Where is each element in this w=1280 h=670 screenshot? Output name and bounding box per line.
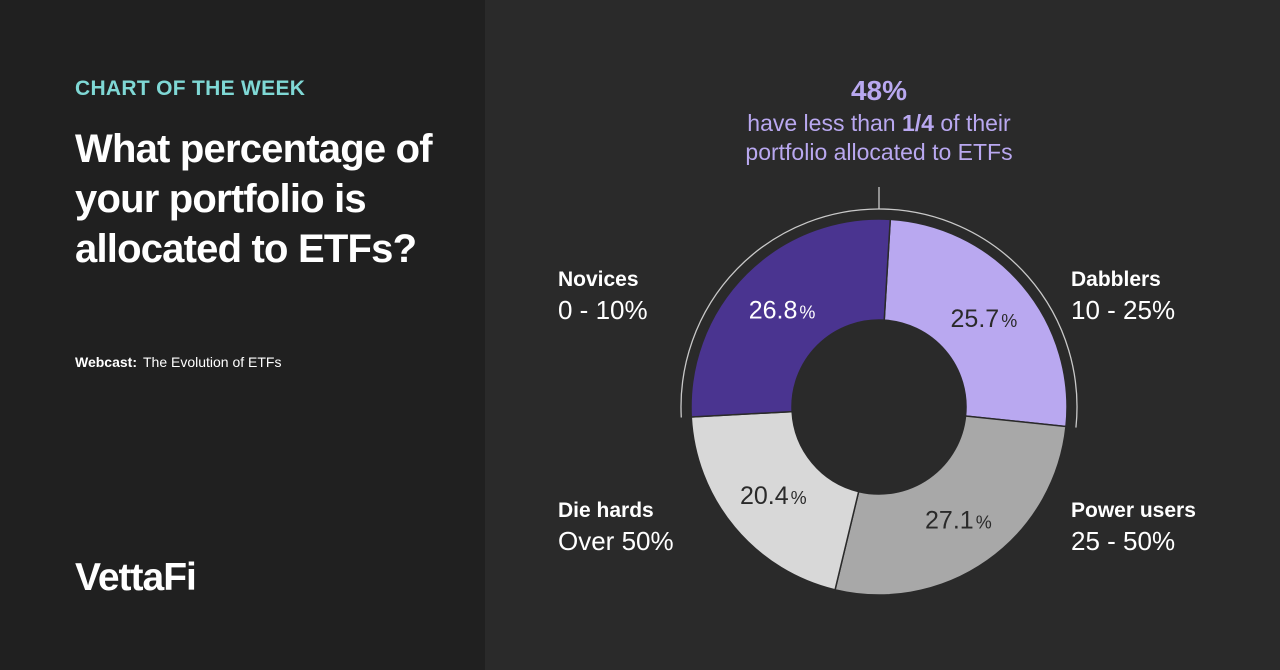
callout-percent: 48% [851, 75, 907, 106]
category-name-die-hards: Die hards [558, 499, 654, 522]
category-range-power-users: 25 - 50% [1071, 526, 1175, 556]
slice-die-hards [690, 410, 860, 591]
value-label-dabblers: 25.7% [951, 305, 1018, 333]
page-title: What percentage of your portfolio is all… [75, 127, 433, 271]
category-name-novices: Novices [558, 268, 639, 291]
value-number: 25.7 [951, 305, 1000, 333]
left-panel: CHART OF THE WEEK What percentage of you… [0, 0, 485, 670]
value-number: 27.1 [925, 506, 974, 534]
value-percent-sign: % [791, 488, 807, 508]
category-name-power-users: Power users [1071, 499, 1196, 522]
value-label-power-users: 27.1% [925, 506, 992, 534]
category-range-die-hards: Over 50% [558, 526, 674, 556]
slice-dabblers [883, 218, 1068, 428]
slice-novices [690, 218, 892, 418]
callout-line-1-bold: 1/4 [902, 110, 934, 136]
value-percent-sign: % [799, 302, 815, 322]
slice-power-users [834, 415, 1067, 596]
webcast-label: Webcast: [75, 354, 137, 370]
value-number: 26.8 [749, 296, 798, 324]
value-percent-sign: % [1001, 311, 1017, 331]
webcast-title: The Evolution of ETFs [142, 354, 282, 370]
category-name-dabblers: Dabblers [1071, 268, 1161, 291]
value-number: 20.4 [740, 482, 789, 510]
callout-line-2: portfolio allocated to ETFs [745, 139, 1012, 165]
vettafi-logo: VettaFi [75, 556, 197, 599]
value-label-novices: 26.8% [749, 296, 816, 324]
callout-line-1-pre: have less than [747, 110, 902, 136]
callout-bracket-arc [680, 208, 1078, 428]
value-percent-sign: % [976, 512, 992, 532]
webcast-reference: Webcast: The Evolution of ETFs [75, 354, 282, 370]
value-label-die-hards: 20.4% [740, 482, 807, 510]
category-range-dabblers: 10 - 25% [1071, 295, 1175, 325]
category-range-novices: 0 - 10% [558, 295, 648, 325]
callout-line-1: have less than 1/4 of their [747, 110, 1011, 136]
eyebrow-label: CHART OF THE WEEK [75, 77, 306, 100]
callout-line-1-post: of their [934, 110, 1011, 136]
